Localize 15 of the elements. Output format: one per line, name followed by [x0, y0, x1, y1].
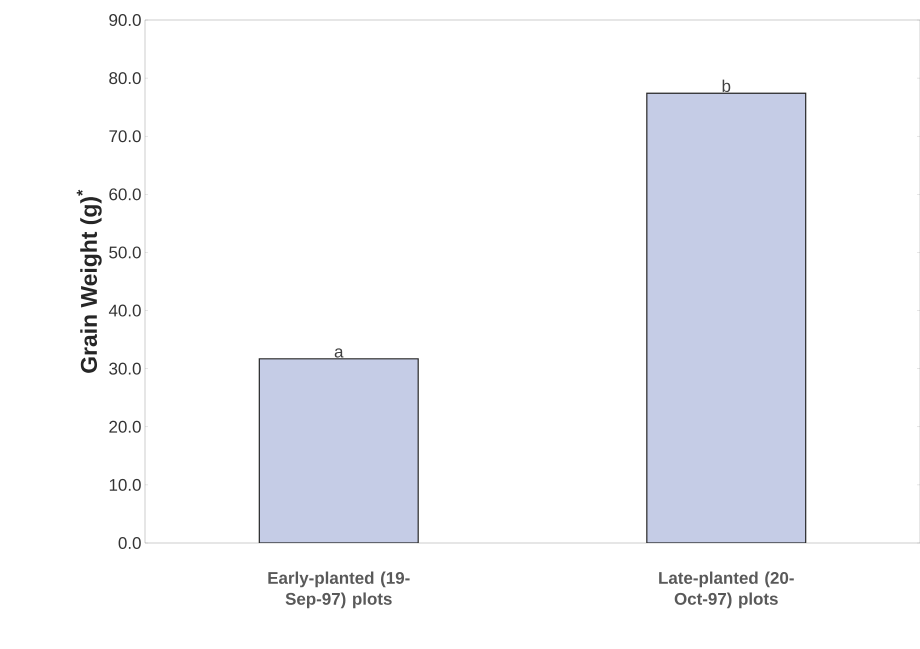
y-tick-label: 0.0	[118, 537, 141, 549]
y-axis-title: Grain Weight (g)$^{*}$	[76, 190, 102, 373]
y-tick-label: 10.0	[110, 478, 141, 491]
x-tick-label: Late-planted (20-Oct-97) plots	[659, 572, 794, 608]
y-tick-label: 90.0	[109, 14, 141, 26]
annotation: b	[722, 80, 730, 92]
y-tick-label: 50.0	[109, 246, 141, 258]
y-tick-label: 30.0	[109, 362, 141, 375]
y-tick-label: 80.0	[109, 72, 141, 84]
x-tick-label: Early-planted (19-Sep-97) plots	[268, 572, 410, 608]
y-tick-label: 20.0	[109, 420, 141, 433]
annotation: a	[334, 348, 344, 358]
y-tick-label: 40.0	[108, 304, 141, 317]
y-tick-label: 70.0	[109, 130, 141, 142]
y-tick-label: 60.0	[109, 188, 141, 200]
